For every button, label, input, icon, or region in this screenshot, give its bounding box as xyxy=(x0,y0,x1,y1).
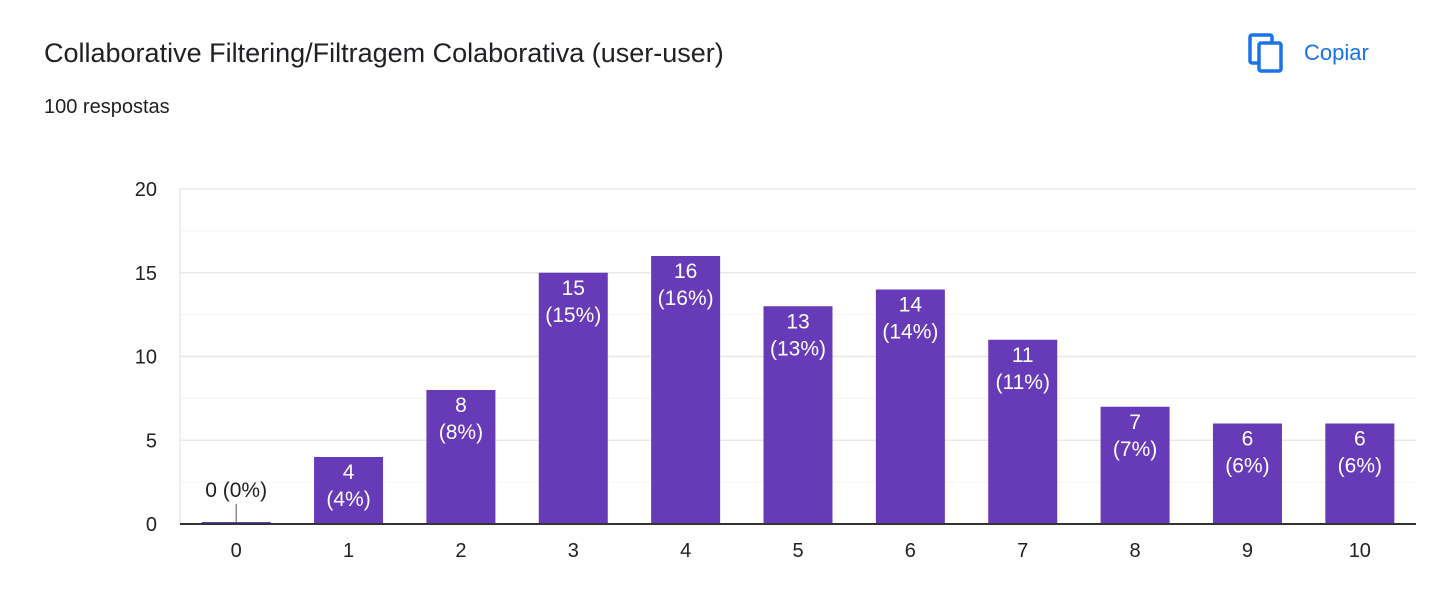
data-label: 0 (0%) xyxy=(205,479,267,502)
data-label: 8 xyxy=(455,394,467,417)
bar-2 xyxy=(426,390,496,524)
x-tick-label: 1 xyxy=(343,540,354,562)
data-label: 6 xyxy=(1354,428,1366,451)
data-label: (6%) xyxy=(1338,455,1382,478)
x-tick-label: 9 xyxy=(1242,540,1253,562)
data-label: (16%) xyxy=(658,287,714,310)
copy-button[interactable]: Copiar xyxy=(1240,28,1377,78)
data-label: 16 xyxy=(674,260,697,283)
y-tick-label: 20 xyxy=(135,179,157,201)
copy-icon xyxy=(1248,33,1283,73)
bar-3 xyxy=(538,272,608,524)
data-label: (6%) xyxy=(1225,455,1269,478)
data-label: (11%) xyxy=(995,371,1049,394)
data-label: (4%) xyxy=(326,488,370,511)
chart-title: Collaborative Filtering/Filtragem Colabo… xyxy=(44,38,724,68)
x-tick-label: 2 xyxy=(455,540,466,562)
x-tick-label: 7 xyxy=(1017,540,1028,562)
copy-button-label: Copiar xyxy=(1304,40,1369,65)
data-label: (13%) xyxy=(770,337,826,360)
data-label: (7%) xyxy=(1113,438,1157,461)
data-label: 4 xyxy=(343,461,355,484)
bar-8 xyxy=(1100,406,1170,524)
x-tick-label: 8 xyxy=(1130,540,1141,562)
data-label: 7 xyxy=(1129,411,1141,434)
x-tick-label: 4 xyxy=(680,540,691,562)
x-tick-label: 3 xyxy=(568,540,579,562)
bar-5 xyxy=(763,306,833,524)
y-tick-label: 10 xyxy=(135,347,157,369)
y-tick-label: 0 xyxy=(146,514,157,536)
y-tick-label: 5 xyxy=(146,430,157,452)
x-tick-label: 0 xyxy=(231,540,242,562)
response-count: 100 respostas xyxy=(44,96,170,118)
bar-6 xyxy=(875,289,945,524)
data-label: 6 xyxy=(1242,428,1254,451)
y-tick-label: 15 xyxy=(135,263,157,285)
x-tick-label: 10 xyxy=(1349,540,1371,562)
bar-7 xyxy=(988,339,1058,524)
data-label: 13 xyxy=(786,310,809,333)
data-label: (15%) xyxy=(545,304,601,327)
data-label: (8%) xyxy=(439,421,483,444)
data-label: 15 xyxy=(562,277,585,300)
data-label: 11 xyxy=(1012,344,1034,367)
bar-4 xyxy=(651,256,721,524)
data-label: 14 xyxy=(899,294,923,317)
bar-10 xyxy=(1325,423,1395,524)
bar-1 xyxy=(314,457,384,524)
bar-9 xyxy=(1212,423,1282,524)
x-tick-label: 5 xyxy=(792,540,803,562)
x-tick-label: 6 xyxy=(905,540,916,562)
data-label: (14%) xyxy=(882,321,938,344)
